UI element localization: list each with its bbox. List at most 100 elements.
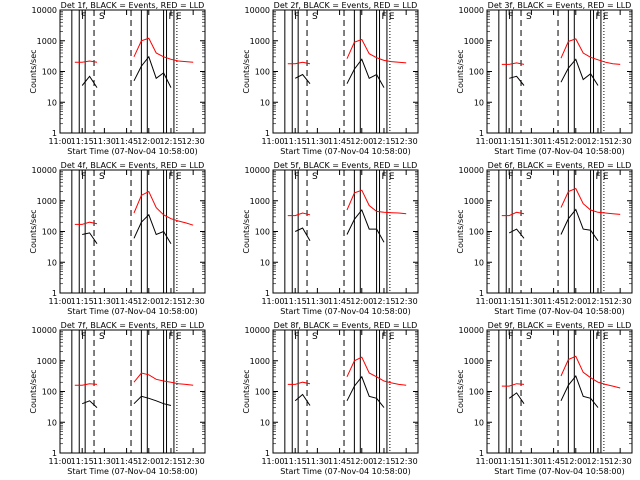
- x-tick-label: 11:30: [93, 137, 116, 146]
- y-tick-label: 1000: [464, 357, 484, 366]
- x-tick-label: 12:00: [564, 137, 587, 146]
- event-marker: F: [169, 12, 174, 22]
- x-tick-label: 12:00: [564, 457, 587, 466]
- series-lld: [287, 356, 407, 386]
- y-axis-label: Counts/sec: [242, 209, 251, 253]
- y-tick-label: 10000: [32, 326, 57, 335]
- y-tick-label: 10000: [245, 166, 270, 175]
- series-events: [81, 55, 172, 88]
- x-tick-label: 12:30: [395, 297, 418, 306]
- y-tick-label: 10000: [245, 6, 270, 15]
- panel-title: Det 4f, BLACK = Events, RED = LLD: [61, 161, 205, 170]
- event-marker: E: [389, 12, 395, 22]
- x-tick-label: 11:45: [328, 457, 351, 466]
- x-tick-label: 11:00: [261, 297, 284, 306]
- panel-title: Det 6f, BLACK = Events, RED = LLD: [488, 161, 632, 170]
- y-axis-label: Counts/sec: [29, 209, 38, 253]
- y-tick-label: 100: [255, 388, 270, 397]
- y-axis-label: Counts/sec: [242, 49, 251, 93]
- y-tick-label: 100: [469, 68, 484, 77]
- y-tick-label: 100: [255, 228, 270, 237]
- event-marker: E: [603, 332, 609, 342]
- x-tick-label: 12:30: [182, 457, 205, 466]
- event-marker: S: [526, 332, 532, 342]
- event-marker: E: [603, 172, 609, 182]
- x-tick-label: 12:00: [350, 457, 373, 466]
- y-tick-label: 1000: [250, 197, 270, 206]
- y-tick-label: 1: [479, 289, 484, 298]
- series-events: [82, 213, 172, 244]
- event-marker: F: [508, 172, 513, 182]
- y-tick-label: 1: [479, 129, 484, 138]
- x-tick-label: 12:15: [586, 137, 609, 146]
- event-marker: S: [312, 332, 318, 342]
- x-axis-label: Start Time (07-Nov-04 10:58:00): [280, 147, 410, 156]
- event-marker: F: [81, 172, 86, 182]
- event-marker: F: [81, 332, 86, 342]
- x-tick-label: 11:15: [71, 137, 94, 146]
- series-events: [508, 374, 599, 408]
- x-tick-label: 11:00: [475, 457, 498, 466]
- panel-title: Det 3f, BLACK = Events, RED = LLD: [488, 1, 632, 10]
- plot-frame: [59, 329, 206, 454]
- event-marker: F: [382, 332, 387, 342]
- series-events: [509, 58, 599, 86]
- plot-frame: [486, 329, 633, 454]
- x-tick-label: 11:45: [542, 297, 565, 306]
- y-axis-label: Counts/sec: [242, 369, 251, 413]
- y-tick-label: 10: [47, 258, 57, 267]
- x-tick-label: 11:30: [520, 297, 543, 306]
- series-events: [294, 209, 385, 243]
- x-tick-label: 11:30: [306, 297, 329, 306]
- y-axis-label: Counts/sec: [29, 49, 38, 93]
- event-marker: F: [508, 12, 513, 22]
- y-tick-label: 1: [265, 129, 270, 138]
- y-tick-label: 10000: [459, 6, 484, 15]
- series-events: [294, 375, 385, 408]
- x-tick-label: 11:00: [475, 137, 498, 146]
- x-tick-label: 11:00: [48, 137, 71, 146]
- event-marker: F: [294, 172, 299, 182]
- x-tick-label: 12:15: [372, 457, 395, 466]
- series-lld: [501, 187, 621, 217]
- y-tick-label: 100: [255, 68, 270, 77]
- panel-title: Det 1f, BLACK = Events, RED = LLD: [61, 1, 205, 10]
- x-tick-label: 11:00: [261, 137, 284, 146]
- event-marker: F: [294, 12, 299, 22]
- event-marker: F: [169, 172, 174, 182]
- x-tick-label: 12:00: [137, 297, 160, 306]
- x-tick-label: 11:30: [306, 137, 329, 146]
- x-tick-label: 11:45: [115, 297, 138, 306]
- event-marker: F: [81, 12, 86, 22]
- x-axis-label: Start Time (07-Nov-04 10:58:00): [280, 467, 410, 476]
- y-tick-label: 10000: [245, 326, 270, 335]
- event-marker: E: [176, 172, 182, 182]
- event-marker: E: [176, 12, 182, 22]
- event-marker: F: [169, 332, 174, 342]
- x-tick-label: 11:15: [71, 297, 94, 306]
- y-tick-label: 10: [47, 98, 57, 107]
- x-tick-label: 12:15: [159, 457, 182, 466]
- series-events: [294, 58, 385, 88]
- x-tick-label: 11:00: [48, 297, 71, 306]
- event-marker: F: [596, 12, 601, 22]
- y-tick-label: 100: [42, 228, 57, 237]
- y-tick-label: 10000: [459, 166, 484, 175]
- event-marker: E: [603, 12, 609, 22]
- event-marker: F: [596, 332, 601, 342]
- x-tick-label: 12:15: [159, 297, 182, 306]
- x-tick-label: 11:15: [498, 457, 521, 466]
- x-tick-label: 11:45: [115, 457, 138, 466]
- panel-title: Det 7f, BLACK = Events, RED = LLD: [61, 321, 205, 330]
- y-tick-label: 1: [265, 449, 270, 458]
- x-axis-label: Start Time (07-Nov-04 10:58:00): [494, 467, 624, 476]
- x-tick-label: 12:30: [182, 137, 205, 146]
- y-tick-label: 10: [260, 98, 270, 107]
- x-tick-label: 12:15: [159, 137, 182, 146]
- x-tick-label: 12:00: [137, 457, 160, 466]
- event-marker: S: [99, 12, 105, 22]
- y-tick-label: 1000: [464, 37, 484, 46]
